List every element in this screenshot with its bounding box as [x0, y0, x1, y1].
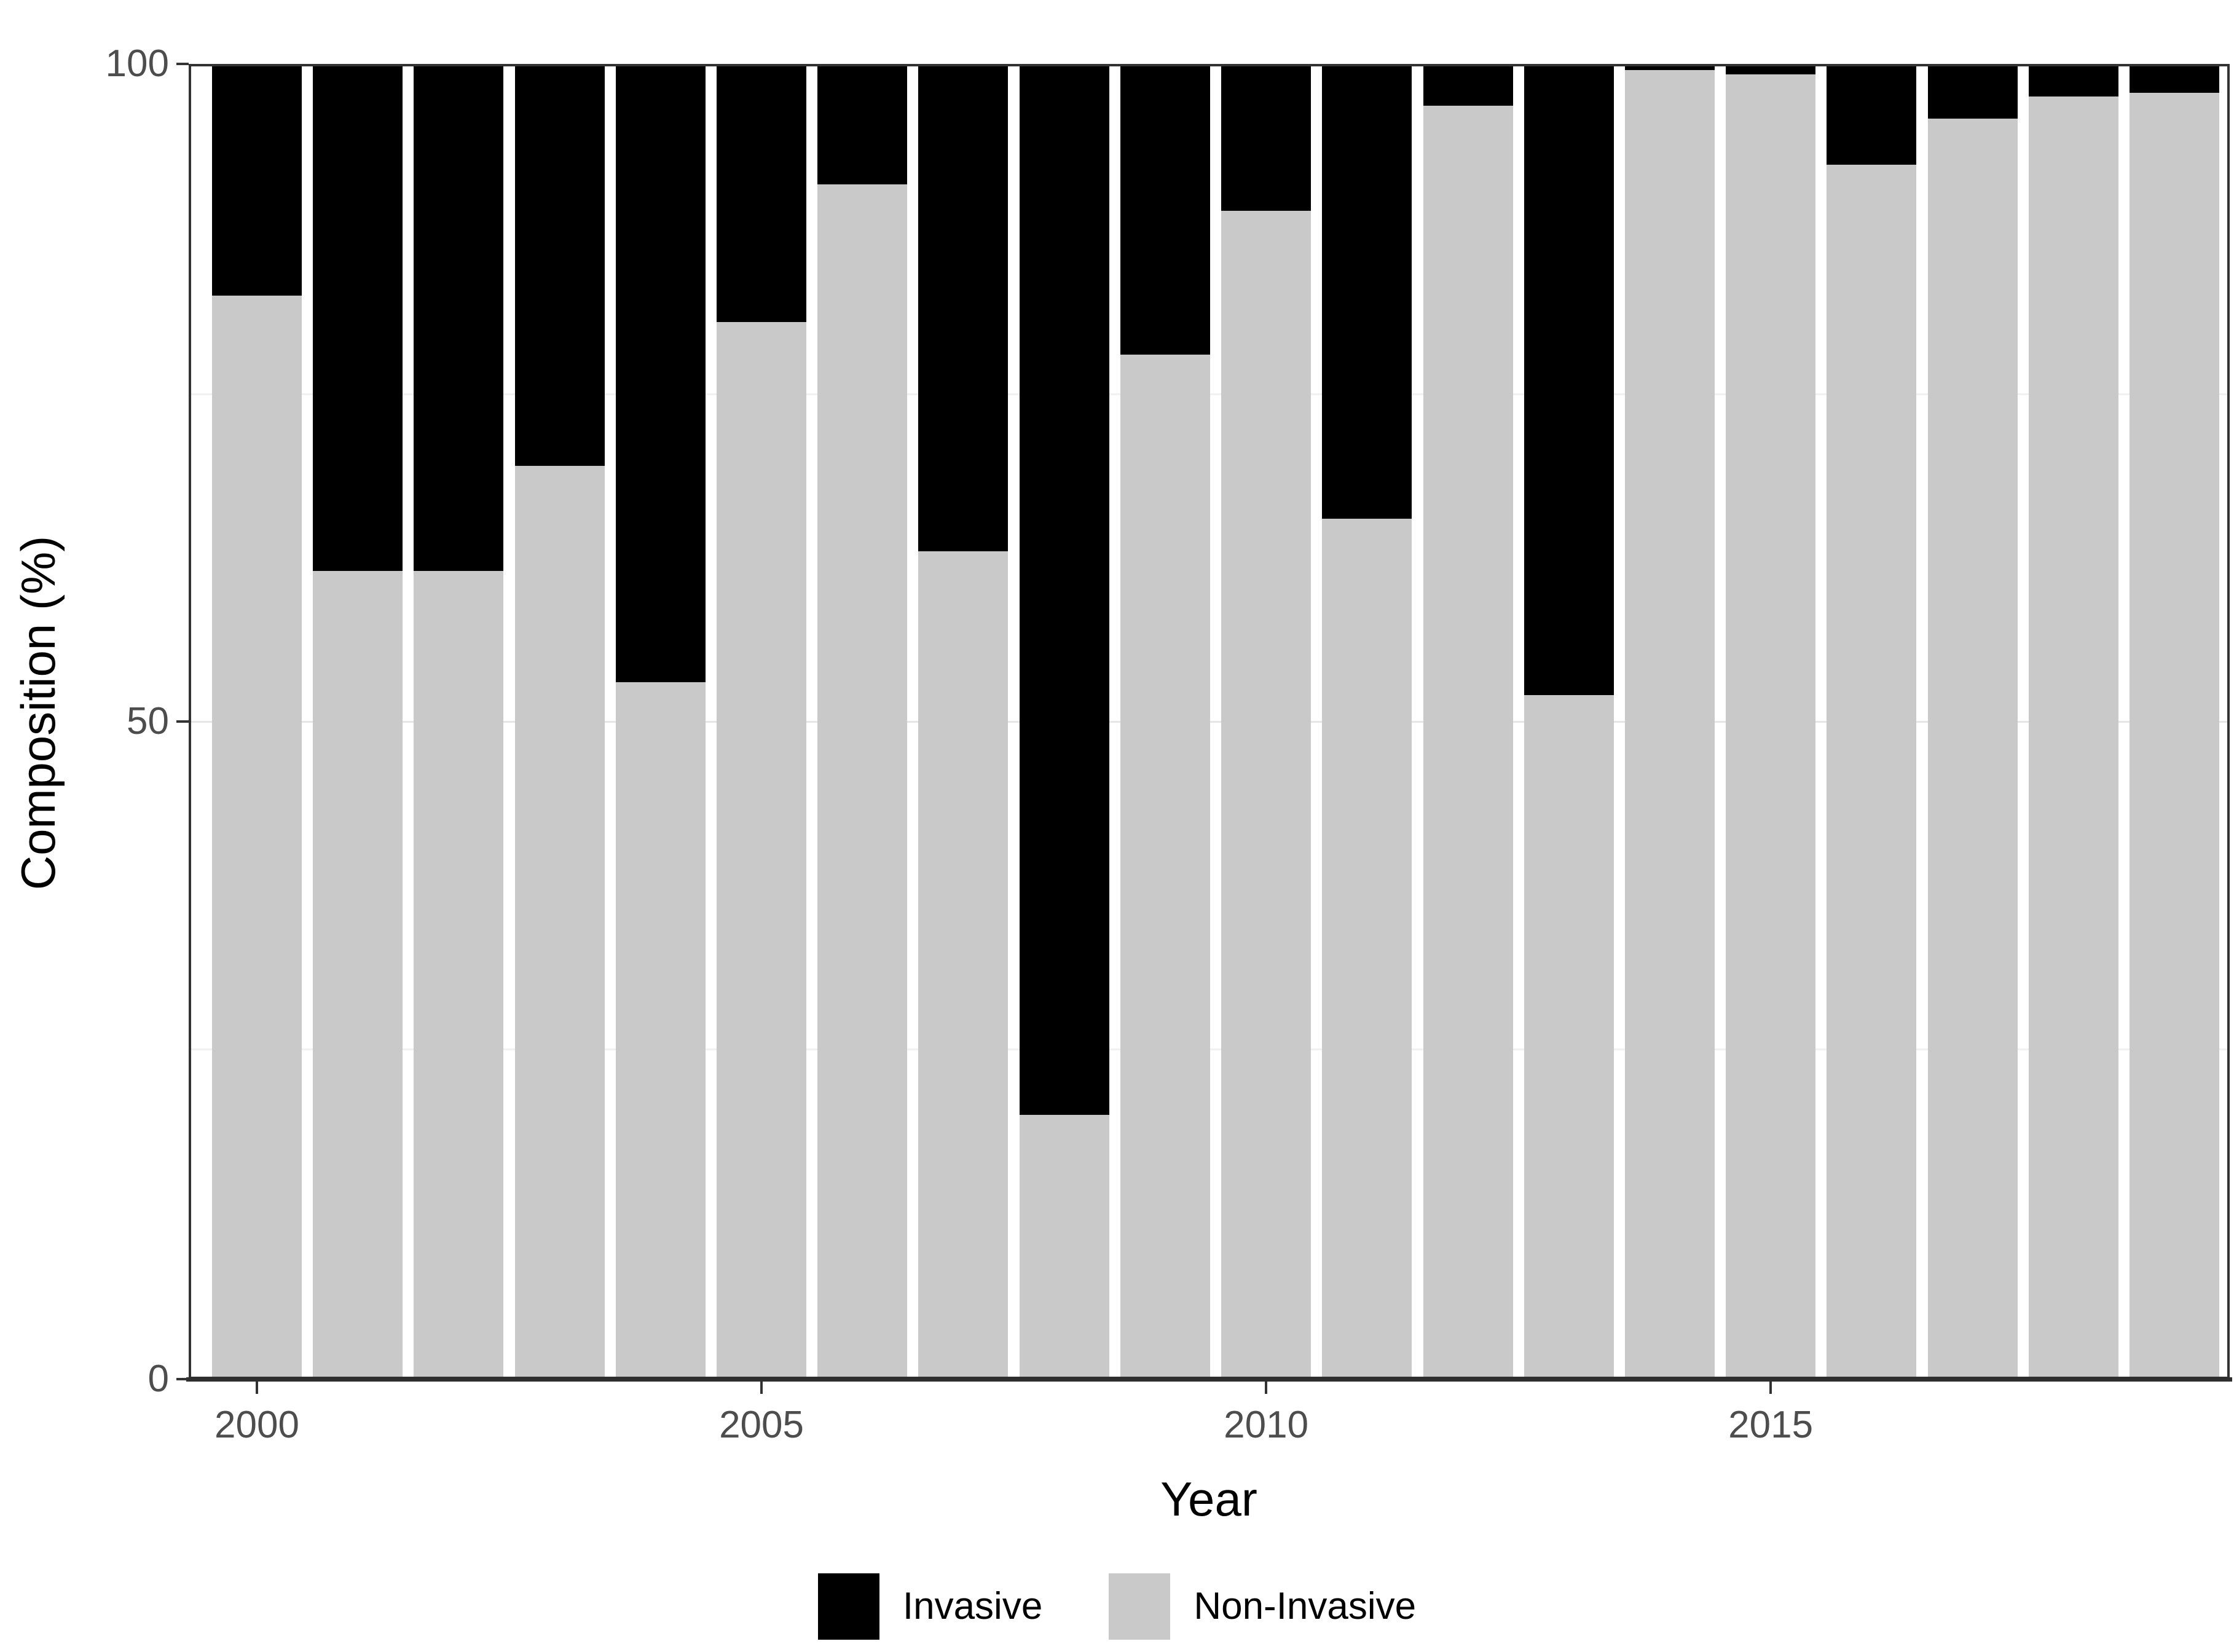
bar-2003: [514, 66, 605, 1377]
x-tick-label-2005: 2005: [719, 1404, 804, 1446]
bar-2007: [918, 66, 1009, 1377]
bar-2000-non-invasive-segment: [212, 296, 302, 1377]
bar-2012-non-invasive-segment: [1423, 105, 1513, 1377]
bar-2001: [313, 66, 403, 1377]
bar-2017: [1927, 66, 2018, 1377]
bar-2003-non-invasive-segment: [514, 466, 605, 1377]
y-tick-label-100: 100: [105, 42, 169, 85]
x-tick-mark-2010: [1265, 1382, 1268, 1394]
bar-2002-non-invasive-segment: [414, 570, 504, 1377]
bar-2011-non-invasive-segment: [1322, 518, 1412, 1377]
plot-panel: [189, 64, 2230, 1379]
bar-2011: [1322, 66, 1412, 1377]
x-tick-mark-2000: [256, 1382, 258, 1394]
x-tick-label-2000: 2000: [214, 1404, 299, 1446]
y-tick-label-0: 0: [147, 1358, 169, 1400]
bar-2013-non-invasive-segment: [1524, 695, 1614, 1377]
bar-2012: [1423, 66, 1513, 1377]
bar-2010: [1221, 66, 1312, 1377]
y-tick-mark-50: [176, 720, 189, 723]
bar-2001-non-invasive-segment: [313, 570, 403, 1377]
y-tick-label-50: 50: [127, 700, 169, 742]
bar-2019: [2129, 66, 2219, 1377]
bar-2014: [1624, 66, 1715, 1377]
x-tick-mark-2005: [760, 1382, 763, 1394]
bar-2007-non-invasive-segment: [918, 551, 1009, 1377]
x-tick-label-2015: 2015: [1728, 1404, 1814, 1446]
legend: Invasive Non-Invasive: [0, 1573, 2234, 1640]
bar-2008-non-invasive-segment: [1019, 1114, 1109, 1377]
bar-2005-non-invasive-segment: [717, 321, 807, 1377]
bar-2006-non-invasive-segment: [817, 184, 908, 1377]
bar-2010-non-invasive-segment: [1221, 210, 1312, 1377]
plot-area: [191, 66, 2227, 1377]
bar-2000: [212, 66, 302, 1377]
legend-swatch-non-invasive: [1109, 1573, 1171, 1640]
bar-2009: [1120, 66, 1210, 1377]
legend-swatch-invasive: [817, 1573, 879, 1640]
x-tick-label-2010: 2010: [1224, 1404, 1309, 1446]
x-axis-line: [186, 1377, 2232, 1382]
bar-2015: [1726, 66, 1816, 1377]
bar-2017-non-invasive-segment: [1927, 119, 2018, 1377]
bar-2008: [1019, 66, 1109, 1377]
bar-2004-non-invasive-segment: [615, 682, 706, 1377]
bar-2006: [817, 66, 908, 1377]
bar-2004: [615, 66, 706, 1377]
bar-2005: [717, 66, 807, 1377]
bar-2013: [1524, 66, 1614, 1377]
bar-2014-non-invasive-segment: [1624, 70, 1715, 1377]
legend-label-invasive: Invasive: [902, 1585, 1043, 1627]
y-tick-mark-0: [176, 1378, 189, 1380]
bar-2018: [2028, 66, 2118, 1377]
bar-2009-non-invasive-segment: [1120, 355, 1210, 1377]
bar-2002: [414, 66, 504, 1377]
bar-2016-non-invasive-segment: [1827, 164, 1917, 1377]
x-tick-mark-2015: [1769, 1382, 1772, 1394]
bar-2015-non-invasive-segment: [1726, 74, 1816, 1377]
legend-label-non-invasive: Non-Invasive: [1194, 1585, 1417, 1627]
x-axis-title: Year: [1160, 1472, 1257, 1526]
bar-2019-non-invasive-segment: [2129, 92, 2219, 1377]
bar-2018-non-invasive-segment: [2028, 96, 2118, 1377]
y-tick-mark-100: [176, 63, 189, 65]
bar-2016: [1827, 66, 1917, 1377]
